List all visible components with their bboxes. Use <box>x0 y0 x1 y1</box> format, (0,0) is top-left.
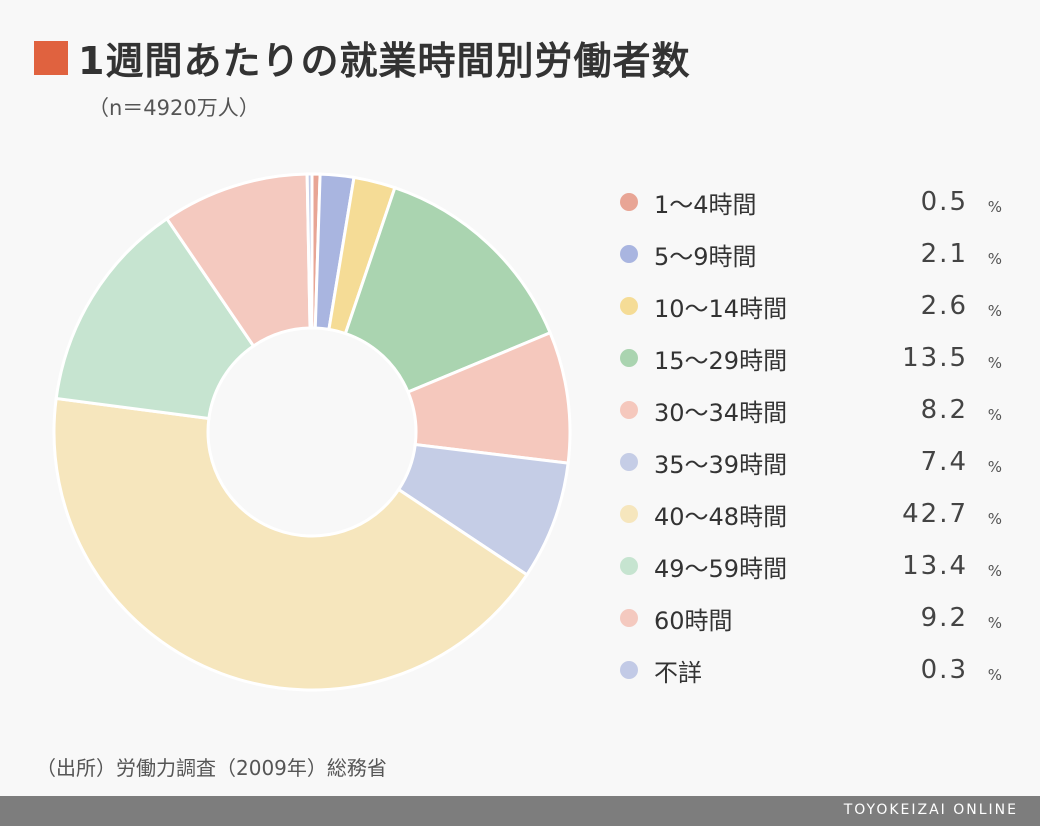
title-bar: 1週間あたりの就業時間別労働者数 <box>34 30 690 85</box>
legend-value: 0.3 <box>920 655 968 685</box>
legend-unit: % <box>987 458 1002 476</box>
legend: 1〜4時間 0.5% 5〜9時間 2.1% 10〜14時間 2.6% 15〜29時間 13.5… <box>620 176 1010 696</box>
footer-brand: TOYOKEIZAI ONLINE <box>843 802 1018 818</box>
donut-slice-8 <box>54 216 256 421</box>
legend-unit: % <box>987 666 1002 684</box>
legend-swatch <box>620 609 638 627</box>
legend-item: 不詳 0.3% <box>620 644 1010 696</box>
chart-title: 1週間あたりの就業時間別労働者数 <box>78 39 691 83</box>
chart-subtitle: （n＝4920万人） <box>88 96 260 120</box>
legend-item: 30〜34時間 8.2% <box>620 384 1010 436</box>
legend-unit: % <box>987 250 1002 268</box>
legend-label: 10〜14時間 <box>654 294 788 323</box>
donut-slice-4 <box>343 185 553 394</box>
legend-unit: % <box>987 354 1002 372</box>
legend-swatch <box>620 505 638 523</box>
donut-chart <box>52 172 572 692</box>
legend-label: 1〜4時間 <box>654 190 757 219</box>
legend-label: 5〜9時間 <box>654 242 757 271</box>
title-marker <box>34 40 68 75</box>
legend-value: 9.2 <box>920 603 968 633</box>
legend-label: 35〜39時間 <box>654 450 788 479</box>
legend-unit: % <box>987 302 1002 320</box>
legend-item: 5〜9時間 2.1% <box>620 228 1010 280</box>
legend-unit: % <box>987 614 1002 632</box>
legend-swatch <box>620 557 638 575</box>
legend-value: 2.6 <box>920 291 968 321</box>
legend-swatch <box>620 245 638 263</box>
legend-item: 60時間 9.2% <box>620 592 1010 644</box>
source-note: （出所）労働力調査（2009年）総務省 <box>36 756 387 780</box>
legend-value: 42.7 <box>902 499 968 529</box>
legend-label: 不詳 <box>654 658 702 687</box>
legend-item: 49〜59時間 13.4% <box>620 540 1010 592</box>
legend-value: 7.4 <box>920 447 968 477</box>
legend-value: 8.2 <box>920 395 968 425</box>
legend-value: 13.5 <box>902 343 968 373</box>
legend-label: 60時間 <box>654 606 733 635</box>
legend-label: 30〜34時間 <box>654 398 788 427</box>
legend-swatch <box>620 401 638 419</box>
donut-slice-10 <box>305 172 314 330</box>
footer-bar: TOYOKEIZAI ONLINE <box>0 796 1040 826</box>
legend-unit: % <box>987 198 1002 216</box>
donut-slice-7 <box>52 396 529 692</box>
legend-swatch <box>620 297 638 315</box>
legend-item: 15〜29時間 13.5% <box>620 332 1010 384</box>
legend-swatch <box>620 349 638 367</box>
legend-item: 40〜48時間 42.7% <box>620 488 1010 540</box>
legend-swatch <box>620 661 638 679</box>
legend-label: 40〜48時間 <box>654 502 788 531</box>
legend-unit: % <box>987 562 1002 580</box>
legend-unit: % <box>987 510 1002 528</box>
legend-value: 0.5 <box>920 187 968 217</box>
legend-item: 35〜39時間 7.4% <box>620 436 1010 488</box>
legend-value: 2.1 <box>920 239 968 269</box>
legend-swatch <box>620 453 638 471</box>
legend-swatch <box>620 193 638 211</box>
legend-label: 49〜59時間 <box>654 554 788 583</box>
legend-value: 13.4 <box>902 551 968 581</box>
legend-unit: % <box>987 406 1002 424</box>
legend-item: 10〜14時間 2.6% <box>620 280 1010 332</box>
legend-label: 15〜29時間 <box>654 346 788 375</box>
legend-item: 1〜4時間 0.5% <box>620 176 1010 228</box>
